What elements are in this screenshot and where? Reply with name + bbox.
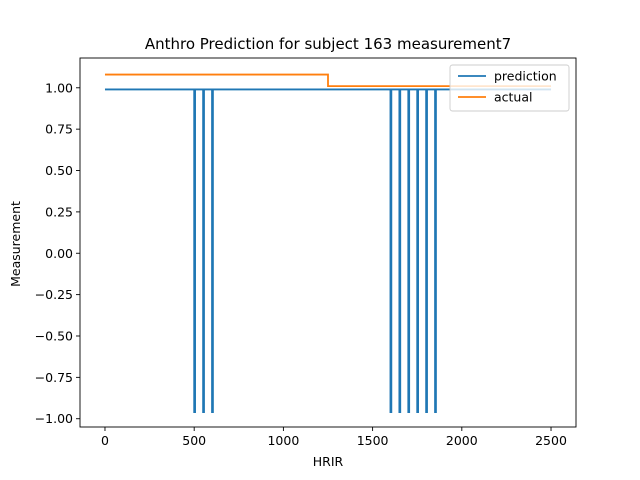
x-tick-label: 1000	[267, 433, 299, 448]
legend-label-prediction: prediction	[494, 69, 557, 84]
legend-label-actual: actual	[494, 90, 533, 105]
x-tick-label: 1500	[357, 433, 389, 448]
y-tick-label: 0.25	[45, 204, 73, 219]
x-tick-label: 500	[182, 433, 206, 448]
x-tick-label: 0	[101, 433, 109, 448]
x-tick-label: 2000	[446, 433, 478, 448]
y-tick-label: 1.00	[45, 80, 73, 95]
y-tick-label: −0.25	[35, 287, 73, 302]
chart-title: Anthro Prediction for subject 163 measur…	[145, 35, 511, 53]
legend: prediction actual	[449, 64, 570, 112]
y-axis-label: Measurement	[8, 201, 23, 287]
axes: 0 500 1000 1500 2000 2500 1.00 0.75 0.50 0.25 0.00…	[35, 57, 577, 448]
y-tick-label: 0.50	[45, 163, 73, 178]
y-tick-label: −0.75	[35, 370, 73, 385]
axes-frame	[79, 57, 577, 428]
y-tick-label: −1.00	[35, 411, 73, 426]
y-tick-label: −0.50	[35, 328, 73, 343]
y-tick-label: 0.75	[45, 122, 73, 137]
y-tick-label: 0.00	[45, 246, 73, 261]
series-line-prediction	[104, 88, 552, 414]
x-axis-label: HRIR	[313, 454, 344, 469]
plot-area	[104, 73, 552, 414]
x-tick-label: 2500	[535, 433, 567, 448]
series-line-actual	[104, 73, 552, 88]
